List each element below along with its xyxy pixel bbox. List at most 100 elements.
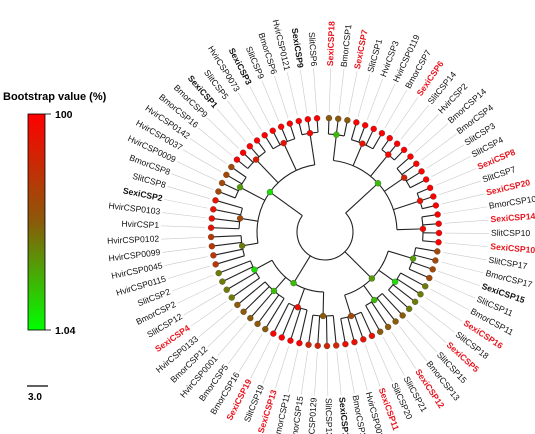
branch-line (392, 284, 416, 303)
leader-line (355, 347, 368, 391)
leader-line (438, 271, 481, 287)
bootstrap-node (374, 180, 382, 187)
leader-line (164, 256, 208, 266)
bootstrap-node (386, 135, 393, 142)
leader-line (346, 350, 355, 394)
leader-line (274, 75, 289, 118)
bootstrap-node (426, 184, 434, 191)
leader-line (391, 331, 417, 369)
bootstrap-node (434, 211, 441, 218)
branch-line (269, 191, 303, 217)
branch-line (371, 301, 389, 328)
branch-line (211, 241, 242, 247)
bootstrap-node (234, 301, 241, 309)
leader-line (161, 236, 206, 240)
leaf-label: HvirCSP0102 (107, 234, 160, 246)
leader-line (419, 305, 455, 333)
bootstrap-node (422, 283, 429, 290)
bootstrap-node (304, 116, 311, 123)
leaf-label: SexiCSP10 (490, 241, 535, 255)
branch-line (211, 235, 242, 238)
legend-min-label: 1.04 (55, 325, 76, 337)
bootstrap-node (353, 119, 360, 126)
leader-line (444, 219, 489, 224)
bootstrap-node (344, 117, 351, 124)
leader-line (365, 344, 381, 387)
leader-line (444, 242, 489, 248)
branch-line (283, 142, 297, 171)
branch-line (340, 318, 346, 345)
leader-line (176, 161, 217, 181)
bootstrap-node (333, 342, 340, 349)
leaf-label: SexiCSP14 (490, 211, 535, 224)
bootstrap-node (368, 275, 376, 282)
leader-line (275, 346, 289, 389)
leader-line (406, 319, 437, 353)
bootstrap-node (236, 184, 244, 191)
bootstrap-node (406, 305, 413, 313)
bootstrap-node (419, 225, 427, 233)
bootstrap-node (218, 179, 226, 187)
leader-line (441, 193, 485, 205)
branch-line (411, 261, 433, 270)
bootstrap-node (210, 252, 217, 259)
leader-line (261, 80, 280, 122)
bootstrap-node (423, 176, 430, 183)
branch-line (255, 159, 279, 184)
leader-line (206, 117, 240, 149)
bootstrap-node (240, 308, 247, 315)
bootstrap-node (335, 115, 342, 122)
leader-line (443, 252, 487, 261)
branch-line (213, 248, 243, 256)
legend-title: Bootstrap value (%) (3, 91, 107, 103)
bootstrap-node (401, 174, 408, 181)
branch-line (237, 281, 266, 306)
branch-line (415, 247, 438, 252)
branch-line (360, 311, 373, 337)
bootstrap-node (290, 279, 297, 287)
leader-line (190, 138, 227, 164)
leader-line (237, 92, 262, 131)
bootstrap-node (246, 143, 253, 150)
scale-bar-label: 3.0 (28, 392, 42, 403)
leader-line (171, 274, 214, 292)
bootstrap-node (432, 257, 439, 264)
bootstrap-node (432, 202, 440, 209)
bootstrap-node (435, 229, 443, 237)
bootstrap-node (333, 131, 340, 138)
branch-line (396, 228, 423, 231)
leader-line (182, 149, 222, 173)
branch-line (272, 303, 290, 334)
bootstrap-node (323, 342, 331, 350)
leader-line (399, 326, 427, 361)
bootstrap-node (407, 153, 414, 160)
bootstrap-node (294, 304, 301, 311)
bootstrap-node (392, 318, 399, 325)
leader-line (249, 86, 271, 126)
leader-line (162, 246, 206, 253)
bootstrap-node (400, 146, 408, 154)
leader-line (430, 288, 470, 311)
leader-line (287, 348, 299, 392)
branch-line (298, 309, 308, 344)
branch-line (381, 293, 404, 316)
bootstrap-node (385, 151, 392, 158)
branch-line (347, 316, 355, 343)
leaf-label: BmorCSP15 (288, 395, 305, 434)
leader-line (161, 225, 206, 228)
bootstrap-node (247, 314, 254, 322)
bootstrap-node (411, 298, 419, 305)
branch-line (384, 177, 405, 192)
bootstrap-node (378, 130, 386, 137)
leader-line (400, 104, 430, 140)
leader-line (183, 292, 222, 316)
branch-line (388, 250, 414, 260)
tree-branches (161, 68, 489, 396)
bootstrap-node (212, 261, 219, 268)
bootstrap-node (430, 193, 437, 200)
branch-line (345, 182, 379, 214)
leader-line (420, 133, 457, 161)
bootstrap-node (416, 197, 424, 205)
leader-line (226, 100, 254, 136)
